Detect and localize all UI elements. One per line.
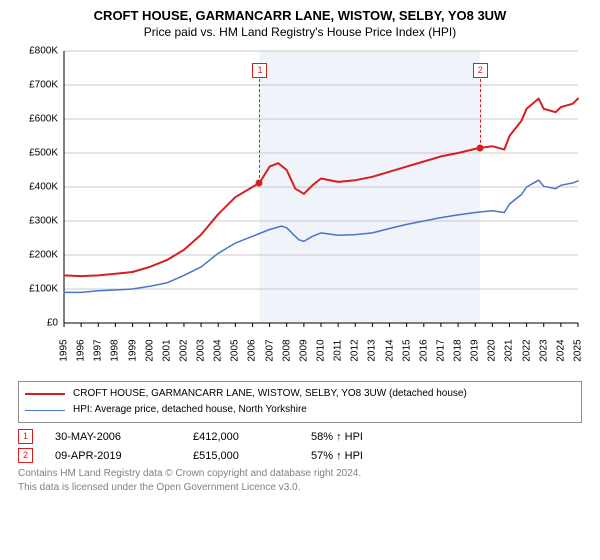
y-axis-label: £800K — [29, 46, 58, 57]
x-axis-label: 2002 — [178, 339, 189, 361]
sale-row: 1 30-MAY-2006 £412,000 58% ↑ HPI — [18, 429, 582, 444]
y-axis-label: £100K — [29, 284, 58, 295]
x-axis-label: 2010 — [316, 339, 327, 361]
x-axis-label: 2018 — [453, 339, 464, 361]
sale-marker: 1 — [18, 429, 33, 444]
sale-price: £515,000 — [193, 450, 283, 462]
legend-swatch — [25, 393, 65, 395]
x-axis-label: 2008 — [281, 339, 292, 361]
chart-title: CROFT HOUSE, GARMANCARR LANE, WISTOW, SE… — [18, 8, 582, 23]
marker-dot — [256, 179, 263, 186]
legend-row: HPI: Average price, detached house, Nort… — [25, 402, 575, 418]
y-axis-label: £600K — [29, 114, 58, 125]
y-axis-label: £500K — [29, 148, 58, 159]
x-axis-label: 2016 — [418, 339, 429, 361]
marker-box: 2 — [473, 63, 488, 78]
marker-dot — [476, 144, 483, 151]
sale-marker: 2 — [18, 448, 33, 463]
x-axis-label: 2003 — [196, 339, 207, 361]
chart-svg — [18, 47, 582, 377]
x-axis-label: 2015 — [401, 339, 412, 361]
sales-table: 1 30-MAY-2006 £412,000 58% ↑ HPI 2 09-APR-201… — [18, 429, 582, 463]
y-axis-label: £0 — [47, 318, 58, 329]
chart-subtitle: Price paid vs. HM Land Registry's House … — [18, 25, 582, 39]
sale-hpi-delta: 58% ↑ HPI — [311, 431, 363, 443]
legend: CROFT HOUSE, GARMANCARR LANE, WISTOW, SE… — [18, 381, 582, 423]
x-axis-label: 2007 — [264, 339, 275, 361]
x-axis-label: 1998 — [110, 339, 121, 361]
x-axis-label: 2012 — [350, 339, 361, 361]
x-axis-label: 2013 — [367, 339, 378, 361]
x-axis-label: 2014 — [384, 339, 395, 361]
footnote-line-2: This data is licensed under the Open Gov… — [18, 481, 582, 495]
sale-hpi-delta: 57% ↑ HPI — [311, 450, 363, 462]
legend-label: HPI: Average price, detached house, Nort… — [73, 402, 307, 418]
x-axis-label: 2019 — [470, 339, 481, 361]
x-axis-label: 1999 — [127, 339, 138, 361]
sale-date: 09-APR-2019 — [55, 450, 165, 462]
x-axis-label: 2009 — [298, 339, 309, 361]
x-axis-label: 2021 — [504, 339, 515, 361]
x-axis-label: 1996 — [76, 339, 87, 361]
marker-vline — [259, 79, 260, 183]
sale-date: 30-MAY-2006 — [55, 431, 165, 443]
x-axis-label: 2025 — [573, 339, 584, 361]
y-axis-label: £700K — [29, 80, 58, 91]
x-axis-label: 1997 — [93, 339, 104, 361]
legend-row: CROFT HOUSE, GARMANCARR LANE, WISTOW, SE… — [25, 386, 575, 402]
y-axis-label: £400K — [29, 182, 58, 193]
y-axis-label: £300K — [29, 216, 58, 227]
x-axis-label: 2023 — [538, 339, 549, 361]
sale-price: £412,000 — [193, 431, 283, 443]
x-axis-label: 2017 — [435, 339, 446, 361]
x-axis-label: 2001 — [161, 339, 172, 361]
x-axis-label: 2006 — [247, 339, 258, 361]
price-chart: £0 £100K £200K £300K £400K £500K £600K £700K £80… — [18, 47, 582, 377]
marker-box: 1 — [252, 63, 267, 78]
x-axis-label: 2004 — [213, 339, 224, 361]
legend-swatch — [25, 410, 65, 411]
footnote: Contains HM Land Registry data © Crown c… — [18, 467, 582, 494]
x-axis-label: 1995 — [59, 339, 70, 361]
sale-row: 2 09-APR-2019 £515,000 57% ↑ HPI — [18, 448, 582, 463]
x-axis-label: 2020 — [487, 339, 498, 361]
x-axis-label: 2005 — [230, 339, 241, 361]
y-axis-label: £200K — [29, 250, 58, 261]
x-axis-label: 2022 — [521, 339, 532, 361]
x-axis-label: 2011 — [333, 340, 344, 362]
marker-vline — [480, 79, 481, 148]
x-axis-label: 2024 — [555, 339, 566, 361]
x-axis-label: 2000 — [144, 339, 155, 361]
legend-label: CROFT HOUSE, GARMANCARR LANE, WISTOW, SE… — [73, 386, 467, 402]
footnote-line-1: Contains HM Land Registry data © Crown c… — [18, 467, 582, 481]
